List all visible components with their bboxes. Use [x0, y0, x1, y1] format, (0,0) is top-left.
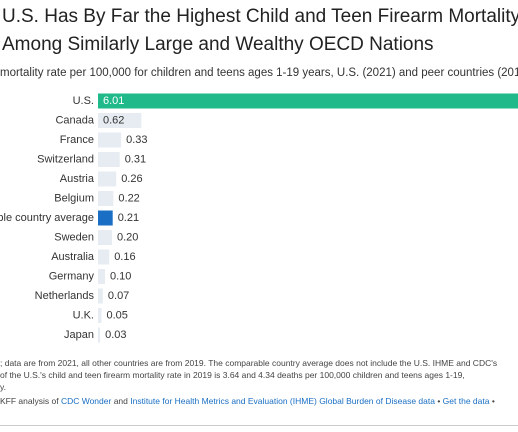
category-label: Netherlands: [35, 290, 95, 302]
source-link[interactable]: Get the data: [442, 396, 490, 406]
category-label: France: [60, 134, 94, 146]
source-text: KFF analysis of: [0, 396, 61, 406]
bar: [98, 210, 113, 226]
footnote: y.: [0, 382, 6, 392]
value-label: 0.16: [114, 251, 135, 263]
category-label: able country average: [0, 212, 94, 224]
value-label: 0.20: [117, 231, 138, 243]
category-label: U.K.: [73, 309, 94, 321]
footnote: of the U.S.'s child and teen firearm mor…: [0, 370, 465, 380]
value-label: 0.33: [126, 134, 147, 146]
bar: [98, 191, 114, 206]
bar: [98, 93, 518, 109]
source-text: and: [111, 396, 131, 406]
value-label: 6.01: [103, 95, 124, 107]
bar: [98, 152, 120, 167]
value-label: 0.05: [107, 309, 128, 321]
category-label: Japan: [64, 329, 94, 341]
category-label: Sweden: [54, 231, 94, 243]
category-label: Switzerland: [37, 153, 94, 165]
chart-title: U.S. Has By Far the Highest Child and Te…: [2, 6, 518, 27]
bar: [98, 230, 112, 245]
value-label: 0.31: [125, 153, 146, 165]
category-label: Germany: [49, 270, 95, 282]
divider: [0, 425, 518, 426]
bar: [98, 288, 103, 304]
footnote: ; data are from 2021, all other countrie…: [0, 358, 498, 368]
bar: [98, 171, 117, 187]
bar: [98, 249, 110, 265]
value-label: 0.10: [110, 270, 131, 282]
category-label: Austria: [60, 173, 95, 185]
value-label: 0.03: [105, 329, 126, 341]
value-label: 0.22: [118, 192, 139, 204]
source-link[interactable]: Institute for Health Metrics and Evaluat…: [130, 396, 435, 406]
bar: [98, 269, 105, 284]
category-label: Belgium: [54, 192, 94, 204]
chart-title: Among Similarly Large and Wealthy OECD N…: [2, 34, 434, 55]
category-label: Canada: [55, 114, 94, 126]
bar: [98, 308, 102, 323]
value-label: 0.21: [118, 212, 139, 224]
value-label: 0.26: [121, 173, 142, 185]
category-label: U.S.: [73, 95, 94, 107]
chart-subtitle: mortality rate per 100,000 for children …: [0, 67, 518, 79]
bar: [98, 113, 142, 128]
source: KFF analysis of CDC Wonder and Institute…: [0, 396, 495, 406]
value-label: 0.62: [103, 114, 124, 126]
source-text: •: [489, 396, 495, 406]
source-link[interactable]: CDC Wonder: [60, 396, 112, 406]
chart: U.S. 6.01 Canada 0.62 France 0.33 Switzerland 0…: [0, 93, 518, 343]
category-label: Australia: [51, 251, 95, 263]
bar: [98, 132, 122, 148]
source-text: •: [434, 396, 443, 406]
bar: [98, 327, 101, 343]
value-label: 0.07: [108, 290, 129, 302]
